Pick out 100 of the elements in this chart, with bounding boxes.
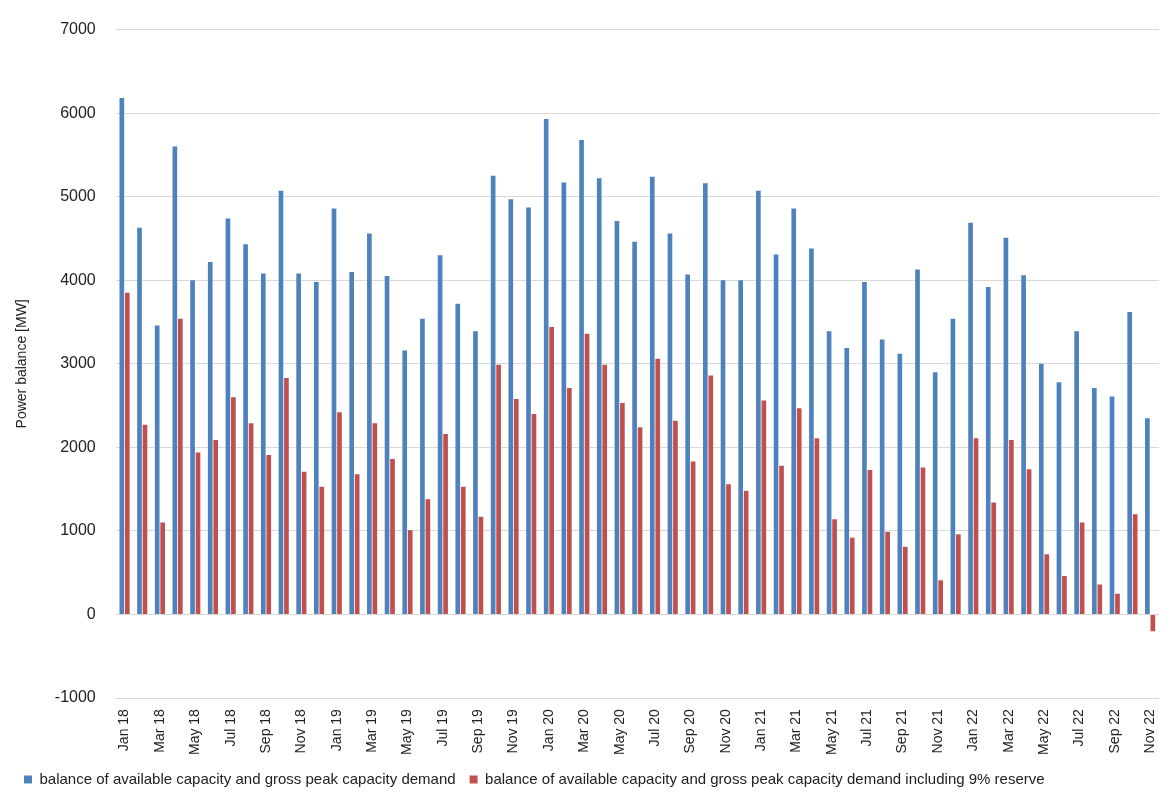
x-tick-label: Nov 21 xyxy=(928,708,945,754)
bar xyxy=(743,490,749,615)
bar xyxy=(1092,388,1097,615)
bar xyxy=(160,522,165,615)
bar xyxy=(119,98,125,615)
x-tick-label: May 22 xyxy=(1034,708,1051,756)
bar xyxy=(266,454,272,615)
bar xyxy=(319,486,325,615)
x-tick-label: Nov 18 xyxy=(292,708,309,754)
bar xyxy=(124,292,130,615)
bar xyxy=(443,434,448,615)
bar xyxy=(296,273,301,615)
x-tick-label: Jul 21 xyxy=(858,708,875,747)
bar xyxy=(897,353,903,615)
bar xyxy=(231,397,236,615)
bar xyxy=(154,325,160,615)
y-tick-label: -1000 xyxy=(54,688,96,706)
x-tick-label: Nov 20 xyxy=(716,708,733,754)
bar xyxy=(567,388,572,615)
bar xyxy=(243,244,248,615)
x-tick-label: Jan 21 xyxy=(751,708,768,752)
bar xyxy=(756,190,761,615)
y-tick-label: 6000 xyxy=(60,103,96,121)
bar xyxy=(620,403,625,615)
bar xyxy=(968,222,973,615)
legend-label: balance of available capacity and gross peak capacity demand xyxy=(39,769,456,787)
x-tick-label: Jan 18 xyxy=(115,708,132,752)
bar xyxy=(1097,584,1103,615)
x-tick-label: Mar 20 xyxy=(575,708,592,753)
x-tick-label: Sep 22 xyxy=(1105,708,1122,754)
bar xyxy=(579,139,584,615)
bar xyxy=(349,271,355,615)
bar xyxy=(832,519,837,615)
bar xyxy=(915,269,920,615)
bar xyxy=(337,412,342,615)
x-tick-label: Mar 19 xyxy=(362,708,379,753)
y-tick-label: 1000 xyxy=(60,521,96,539)
bar xyxy=(726,484,731,615)
bar xyxy=(703,183,708,615)
bar xyxy=(708,375,714,615)
bar xyxy=(473,331,478,615)
x-tick-label: May 18 xyxy=(186,708,203,756)
y-tick-label: 5000 xyxy=(60,187,96,205)
x-tick-label: Jul 22 xyxy=(1070,708,1087,747)
bar xyxy=(1009,439,1014,615)
x-tick-label: Sep 20 xyxy=(681,708,698,754)
x-tick-label: Mar 22 xyxy=(999,708,1016,753)
bar xyxy=(178,318,183,615)
bar xyxy=(1145,418,1150,615)
bar xyxy=(1062,576,1067,615)
bar xyxy=(1115,593,1120,615)
x-tick-label: Jan 22 xyxy=(964,708,981,752)
x-tick-label: Jul 20 xyxy=(645,708,662,747)
bar xyxy=(685,274,690,615)
x-tick-label: Jul 19 xyxy=(433,708,450,747)
bar xyxy=(260,273,266,615)
bar xyxy=(932,372,938,615)
y-axis-title: Power balance [MW] xyxy=(13,299,30,429)
bar xyxy=(367,233,372,615)
bar xyxy=(420,318,425,615)
bar xyxy=(649,176,655,615)
bar xyxy=(809,248,814,615)
bar xyxy=(402,350,408,615)
bar xyxy=(596,178,602,615)
bar xyxy=(1044,554,1050,615)
bar xyxy=(791,208,797,615)
x-tick-label: May 20 xyxy=(610,708,627,756)
bar xyxy=(190,280,195,615)
bar xyxy=(602,364,608,615)
bar xyxy=(985,286,991,615)
bar xyxy=(543,119,549,615)
x-tick-label: Nov 22 xyxy=(1140,708,1157,754)
x-tick-label: May 21 xyxy=(822,708,839,756)
x-tick-label: Jan 19 xyxy=(327,708,344,752)
bar xyxy=(460,486,466,615)
x-tick-label: May 19 xyxy=(398,708,415,756)
bar xyxy=(496,364,501,615)
x-tick-label: Sep 21 xyxy=(893,708,910,754)
x-tick-label: Sep 18 xyxy=(256,708,273,754)
y-tick-label: 0 xyxy=(86,604,96,622)
bar xyxy=(902,546,908,615)
bar xyxy=(632,241,637,615)
bar xyxy=(844,347,850,615)
bar xyxy=(991,502,997,615)
y-tick-label: 4000 xyxy=(60,270,96,288)
bar xyxy=(549,327,554,615)
bar xyxy=(526,207,531,615)
bar xyxy=(938,580,943,615)
bar xyxy=(956,534,961,615)
bar xyxy=(862,281,867,615)
bar xyxy=(213,439,219,615)
x-tick-label: Jan 20 xyxy=(539,708,556,752)
x-tick-label: Jul 18 xyxy=(221,708,238,747)
y-tick-label: 3000 xyxy=(60,354,96,372)
bar xyxy=(137,227,142,615)
legend-label: balance of available capacity and gross peak capacity demand including 9% reserve xyxy=(485,769,1045,787)
bar xyxy=(284,378,289,615)
bar xyxy=(1132,514,1138,615)
bar xyxy=(673,420,678,615)
bar xyxy=(1074,331,1079,615)
